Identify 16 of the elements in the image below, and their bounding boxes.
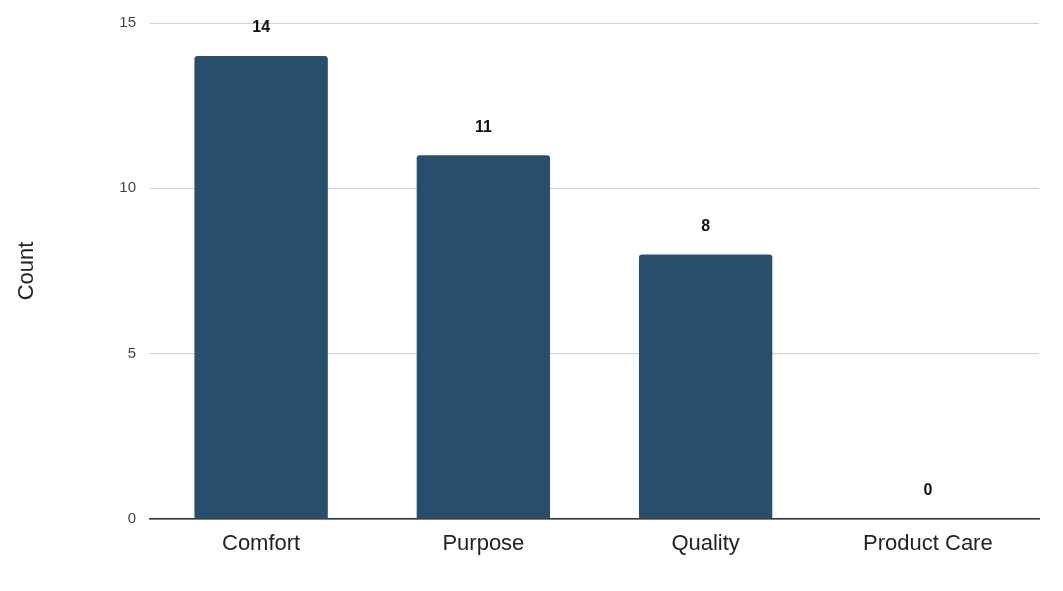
y-tick-label: 15 [119, 13, 136, 31]
data-label: 0 [923, 481, 933, 499]
data-label: 8 [701, 216, 711, 234]
bar [194, 56, 328, 519]
bar [638, 254, 773, 519]
x-tick-label: Comfort [222, 530, 301, 556]
x-tick-label: Product Care [863, 530, 993, 556]
x-tick-label: Quality [671, 530, 740, 556]
y-axis-title: Count [13, 241, 39, 301]
data-label: 11 [474, 117, 492, 135]
y-tick-label: 10 [119, 178, 136, 196]
y-tick-label: 5 [127, 343, 136, 361]
y-tick-label: 0 [127, 509, 136, 527]
x-tick-label: Purpose [442, 530, 525, 556]
bar [416, 155, 551, 519]
data-label: 14 [252, 18, 271, 36]
